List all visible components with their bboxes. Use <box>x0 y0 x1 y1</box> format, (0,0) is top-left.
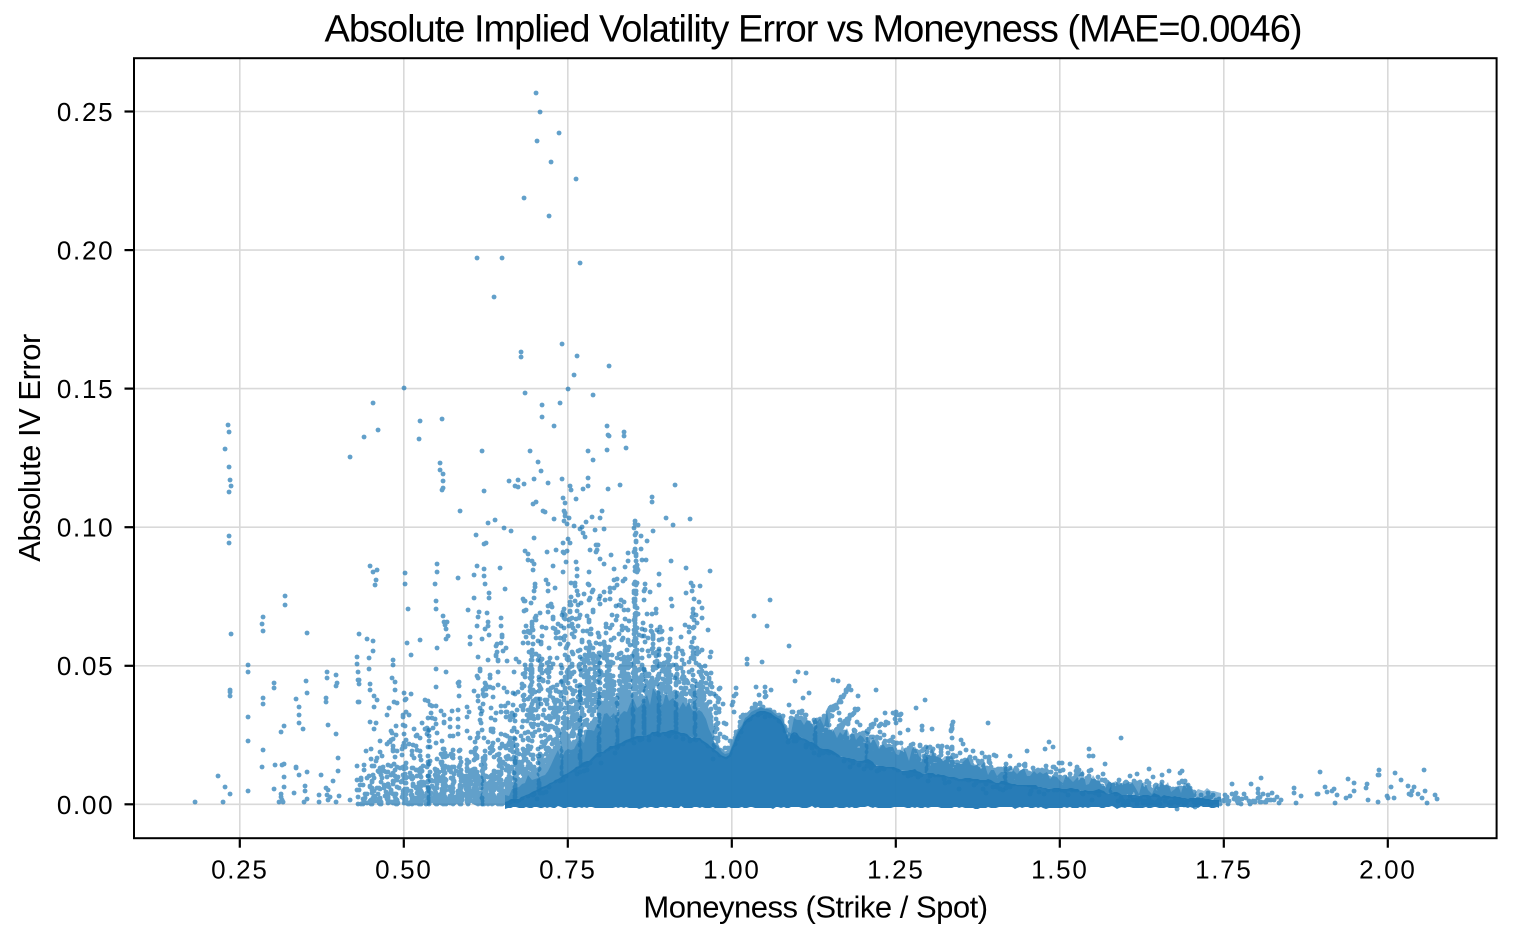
svg-text:Absolute IV Error: Absolute IV Error <box>12 334 47 562</box>
svg-text:0.75: 0.75 <box>539 855 596 885</box>
svg-text:0.00: 0.00 <box>57 790 114 820</box>
svg-text:0.15: 0.15 <box>57 374 114 404</box>
svg-text:0.25: 0.25 <box>57 97 114 127</box>
svg-text:Moneyness (Strike / Spot): Moneyness (Strike / Spot) <box>643 889 987 924</box>
svg-text:1.25: 1.25 <box>867 855 924 885</box>
svg-text:0.10: 0.10 <box>57 513 114 543</box>
svg-text:1.50: 1.50 <box>1031 855 1088 885</box>
svg-text:0.25: 0.25 <box>211 855 268 885</box>
svg-text:0.05: 0.05 <box>57 651 114 681</box>
svg-text:2.00: 2.00 <box>1359 855 1416 885</box>
svg-text:Absolute Implied Volatility Er: Absolute Implied Volatility Error vs Mon… <box>325 9 1302 51</box>
svg-text:1.00: 1.00 <box>703 855 760 885</box>
svg-text:0.20: 0.20 <box>57 236 114 266</box>
svg-text:0.50: 0.50 <box>375 855 432 885</box>
svg-text:1.75: 1.75 <box>1195 855 1252 885</box>
